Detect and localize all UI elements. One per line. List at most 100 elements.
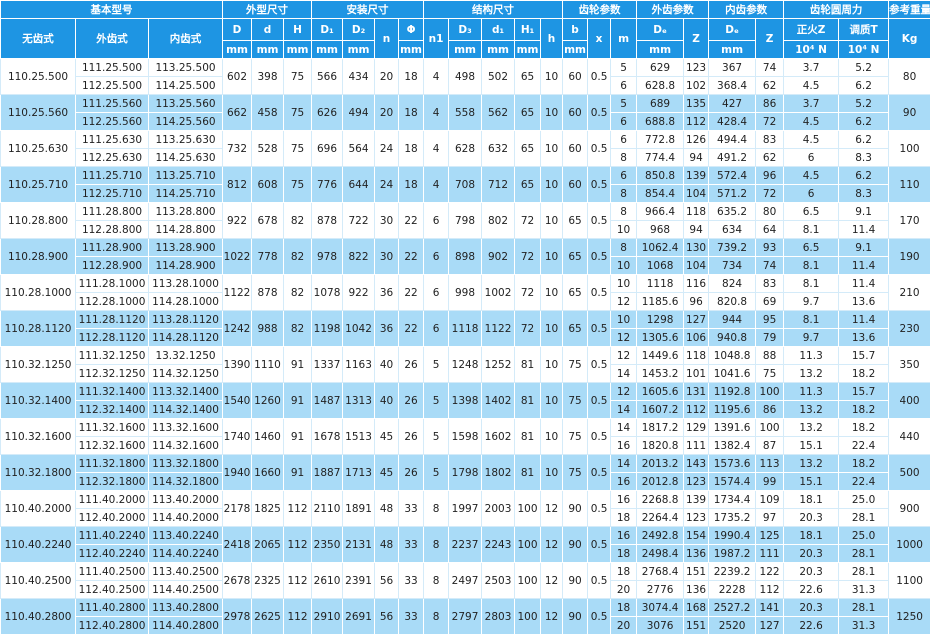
table-cell: 65: [562, 310, 589, 347]
table-cell: 30: [374, 202, 400, 239]
table-cell: 100: [888, 130, 930, 167]
column-header: h: [540, 18, 564, 59]
table-cell: 111.28.1000: [75, 274, 149, 293]
table-cell: 18: [610, 544, 638, 563]
table-cell: 111.25.500: [75, 58, 149, 77]
table-cell: 608: [251, 166, 285, 203]
table-cell: 1713: [342, 454, 376, 491]
table-cell: 113.25.710: [147, 166, 224, 185]
table-cell: 400: [888, 382, 930, 419]
table-cell: 2498.4: [636, 544, 685, 563]
table-cell: 90: [562, 562, 589, 599]
unit-header: 10⁴ N: [838, 40, 890, 59]
table-cell: 24: [374, 130, 400, 167]
table-cell: 114.40.2800: [147, 616, 224, 635]
table-cell: 367: [708, 58, 757, 77]
table-cell: 10: [540, 418, 564, 455]
table-cell: 940.8: [708, 328, 757, 347]
table-cell: 111: [683, 436, 710, 455]
table-cell: 1048.8: [708, 346, 757, 365]
table-cell: 1660: [251, 454, 285, 491]
table-cell: 45: [374, 418, 400, 455]
table-cell: 104: [683, 256, 710, 275]
table-row: 110.25.710 111.25.710 113.25.710 812 608 75 77…: [0, 166, 930, 203]
table-cell: 1740: [222, 418, 253, 455]
table-cell: 131: [683, 382, 710, 401]
table-cell: 2228: [708, 580, 757, 599]
table-cell: 65: [514, 94, 542, 131]
table-cell: 114.32.1800: [147, 472, 224, 491]
group-header: 齿轮圆周力: [783, 0, 890, 19]
table-cell: 12: [540, 526, 564, 563]
column-header: D: [222, 18, 253, 41]
table-cell: 28.1: [838, 544, 890, 563]
column-header: x: [587, 18, 612, 59]
table-cell: 562: [481, 94, 516, 131]
table-cell: 65: [562, 202, 589, 239]
column-header: D₂: [342, 18, 376, 41]
table-cell: 812: [222, 166, 253, 203]
table-cell: 25.0: [838, 490, 890, 509]
table-cell: 1990.4: [708, 526, 757, 545]
table-cell: 139: [683, 166, 710, 185]
table-cell: 1242: [222, 310, 253, 347]
table-row: 112.25.560 114.25.560 6 688.8 112 428.4 72 4.5 6…: [1, 112, 930, 131]
table-cell: 112.25.560: [75, 112, 149, 131]
table-cell: 774.4: [636, 148, 685, 167]
column-header: 外齿式: [75, 18, 149, 59]
table-cell: 1887: [311, 454, 344, 491]
table-row: 112.28.1120 114.28.1120 12 1305.6 106 940.8 79…: [1, 328, 930, 347]
table-cell: 998: [448, 274, 483, 311]
table-cell: 18: [610, 562, 638, 581]
table-cell: 10: [540, 346, 564, 383]
table-cell: 20: [374, 94, 400, 131]
table-cell: 18: [610, 598, 638, 617]
table-cell: 112.32.1800: [75, 472, 149, 491]
table-cell: 112.28.1120: [75, 328, 149, 347]
table-cell: 689: [636, 94, 685, 113]
table-cell: 114.28.800: [147, 220, 224, 239]
table-cell: 100: [514, 598, 542, 635]
table-cell: 126: [683, 130, 710, 149]
table-cell: 130: [683, 238, 710, 257]
table-cell: 154: [683, 526, 710, 545]
table-cell: 31.3: [838, 616, 890, 635]
table-cell: 6: [423, 274, 450, 311]
table-row: 112.28.1000 114.28.1000 12 1185.6 96 820.8 69 9…: [1, 292, 930, 311]
table-cell: 22: [398, 238, 425, 275]
table-cell: 80: [755, 202, 785, 221]
group-header: 齿轮参数: [562, 0, 638, 19]
table-cell: 16: [610, 472, 638, 491]
table-cell: 36: [374, 310, 400, 347]
table-cell: 114.32.1250: [147, 364, 224, 383]
header-row: mm mm mm mm mm mm mm mm mm mm mm mm 10⁴ …: [1, 40, 930, 59]
table-header: 基本型号 外型尺寸 安装尺寸 结构尺寸 齿轮参数 外齿参数 内齿参数 齿轮圆周力…: [0, 0, 930, 59]
table-row: 112.32.1250 114.32.1250 14 1453.2 101 1041.6 7…: [1, 364, 930, 383]
table-cell: 75: [283, 58, 313, 95]
table-cell: 110.28.900: [0, 238, 76, 275]
table-cell: 1540: [222, 382, 253, 419]
table-cell: 1163: [342, 346, 376, 383]
table-cell: 8: [423, 490, 450, 527]
table-cell: 2797: [448, 598, 483, 635]
table-cell: 1825: [251, 490, 285, 527]
table-cell: 6: [423, 202, 450, 239]
table-cell: 127: [683, 310, 710, 329]
table-row: 110.32.1800 111.32.1800 113.32.1800 1940 166…: [0, 454, 930, 491]
table-cell: 18.2: [838, 418, 890, 437]
table-cell: 5: [610, 58, 638, 77]
table-cell: 111.28.900: [75, 238, 149, 257]
table-cell: 1735.2: [708, 508, 757, 527]
table-cell: 1041.6: [708, 364, 757, 383]
table-cell: 90: [562, 490, 589, 527]
table-cell: 11.3: [783, 346, 840, 365]
table-cell: 104: [683, 184, 710, 203]
table-cell: 12: [610, 382, 638, 401]
table-cell: 18: [398, 58, 425, 95]
table-cell: 110.25.630: [0, 130, 76, 167]
table-cell: 8.3: [838, 184, 890, 203]
table-cell: 8: [610, 202, 638, 221]
table-cell: 113.25.560: [147, 94, 224, 113]
table-cell: 113.32.1400: [147, 382, 224, 401]
table-cell: 16: [610, 526, 638, 545]
